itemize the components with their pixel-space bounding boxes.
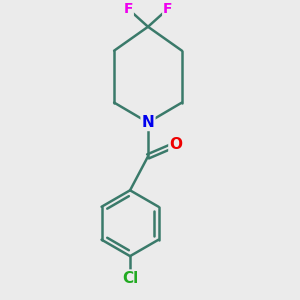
Text: O: O (169, 137, 182, 152)
Text: F: F (123, 2, 133, 16)
Text: Cl: Cl (122, 271, 138, 286)
Text: N: N (142, 115, 154, 130)
Text: F: F (163, 2, 173, 16)
